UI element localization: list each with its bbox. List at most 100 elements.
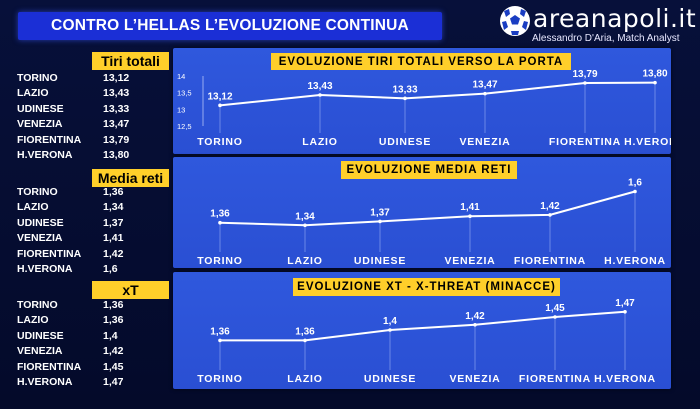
x-tick-label: LAZIO [302, 136, 338, 148]
list-item: H.VERONA 1,6 [17, 263, 157, 278]
team-name: UDINESE [17, 216, 64, 229]
data-point [473, 323, 477, 327]
data-label: 1,41 [460, 202, 480, 213]
x-tick-label: LAZIO [287, 373, 323, 385]
team-name: H.VERONA [17, 262, 73, 275]
data-label: 1,42 [540, 201, 560, 212]
data-point [218, 220, 222, 225]
list-item: LAZIO 1,34 [17, 201, 157, 216]
chart-title-text: EVOLUZIONE TIRI TOTALI VERSO LA PORTA [278, 55, 564, 68]
stat-header-label: Tiri totali [101, 53, 160, 69]
list-item: UDINESE 1,37 [17, 217, 157, 232]
brand-author: Alessandro D'Aria, Match Analyst [532, 33, 680, 44]
team-name: H.VERONA [17, 375, 73, 388]
team-value: 1,42 [103, 247, 124, 260]
list-item: TORINO 1,36 [17, 186, 157, 201]
team-value: 1,36 [103, 186, 124, 198]
team-value: 13,12 [103, 72, 130, 84]
x-tick-label: LAZIO [287, 255, 323, 267]
data-point [583, 81, 587, 85]
chart-panel-media-reti: EVOLUZIONE MEDIA RETI 1,36 1,34 1,37 1,41 1,… [173, 157, 671, 268]
data-label: 1,42 [465, 311, 485, 322]
soccer-ball-icon [500, 6, 530, 36]
stat-header-tiri: Tiri totali [92, 52, 169, 70]
data-point [653, 80, 657, 85]
chart-title: EVOLUZIONE XT - X-THREAT (MINACCE) [293, 278, 560, 296]
data-point [388, 328, 392, 332]
x-tick-label: H.VERONA [594, 373, 656, 385]
list-item: VENEZIA 1,42 [17, 345, 157, 360]
data-point [403, 96, 407, 101]
team-name: FIORENTINA [17, 360, 82, 373]
team-name: UDINESE [17, 102, 64, 115]
list-item: TORINO 13,12 [17, 72, 157, 87]
y-tick-label: 14 [177, 72, 185, 81]
team-value: 13,43 [103, 87, 130, 100]
data-label: 1,4 [383, 316, 397, 327]
team-name: UDINESE [17, 329, 64, 342]
data-point [218, 338, 222, 343]
list-item: H.VERONA 13,80 [17, 149, 157, 164]
stat-header-label: xT [122, 282, 139, 298]
data-label: 13,43 [307, 81, 332, 92]
data-label: 1,6 [628, 178, 642, 189]
brand-logo[interactable]: areanapoli.it Alessandro D'Aria, Match A… [496, 4, 697, 44]
data-label: 1,34 [295, 211, 315, 222]
stat-list-tiri: TORINO 13,12 LAZIO 13,43 UDINESE 13,33 VENE… [17, 72, 157, 164]
team-value: 13,80 [103, 148, 130, 161]
chart-panel-tiri: EVOLUZIONE TIRI TOTALI VERSO LA PORTA 12… [173, 48, 671, 154]
team-value: 1,36 [103, 299, 124, 311]
data-point [483, 91, 487, 96]
data-point [318, 93, 322, 97]
x-tick-label: FIORENTINA [549, 136, 621, 148]
team-name: FIORENTINA [17, 247, 82, 260]
brand-name: areanapoli.it [533, 4, 697, 33]
team-name: VENEZIA [17, 118, 63, 131]
x-tick-label: H.VERONA [624, 136, 671, 148]
data-label: 1,36 [210, 326, 230, 337]
stat-header-xt: xT [92, 281, 169, 299]
team-value: 1,42 [103, 345, 124, 358]
team-value: 13,33 [103, 102, 130, 115]
data-point [623, 310, 627, 314]
list-item: UDINESE 1,4 [17, 330, 157, 345]
list-item: FIORENTINA 1,45 [17, 361, 157, 376]
y-tick-label: 13,5 [177, 89, 192, 98]
data-point [303, 223, 307, 228]
series-line [219, 81, 656, 107]
x-tick-label: TORINO [197, 255, 242, 267]
data-label: 13,12 [207, 91, 232, 102]
data-label: 1,45 [545, 303, 565, 314]
team-value: 1,37 [103, 216, 124, 229]
data-point [378, 219, 382, 224]
x-tick-label: VENEZIA [459, 136, 510, 148]
team-value: 13,79 [103, 133, 130, 146]
data-label: 1,37 [370, 207, 390, 218]
team-value: 1,6 [103, 262, 118, 275]
data-label: 1,47 [615, 298, 635, 309]
team-value: 1,47 [103, 375, 124, 388]
team-value: 1,41 [103, 232, 124, 245]
stat-header-media-reti: Media reti [92, 169, 169, 187]
data-label: 1,36 [295, 326, 315, 337]
chart-title: EVOLUZIONE TIRI TOTALI VERSO LA PORTA [271, 53, 571, 70]
team-value: 1,45 [103, 360, 124, 373]
data-point [633, 189, 637, 194]
x-tick-label: UDINESE [354, 255, 406, 267]
list-item: FIORENTINA 1,42 [17, 248, 157, 263]
team-value: 1,36 [103, 314, 124, 327]
chart-title: EVOLUZIONE MEDIA RETI [341, 161, 517, 179]
x-tick-label: UDINESE [364, 373, 416, 385]
list-item: VENEZIA 1,41 [17, 232, 157, 247]
x-tick-label: UDINESE [379, 136, 431, 148]
data-point [218, 103, 222, 108]
chart-panel-xt: EVOLUZIONE XT - X-THREAT (MINACCE) 1,36 1… [173, 272, 671, 389]
series-line [220, 310, 626, 342]
team-name: TORINO [17, 186, 58, 198]
page-title: CONTRO L’HELLAS L’EVOLUZIONE CONTINUA [18, 12, 442, 40]
team-name: TORINO [17, 72, 58, 84]
x-tick-label: FIORENTINA [519, 373, 591, 385]
data-label: 13,79 [572, 69, 597, 80]
list-item: TORINO 1,36 [17, 299, 157, 314]
